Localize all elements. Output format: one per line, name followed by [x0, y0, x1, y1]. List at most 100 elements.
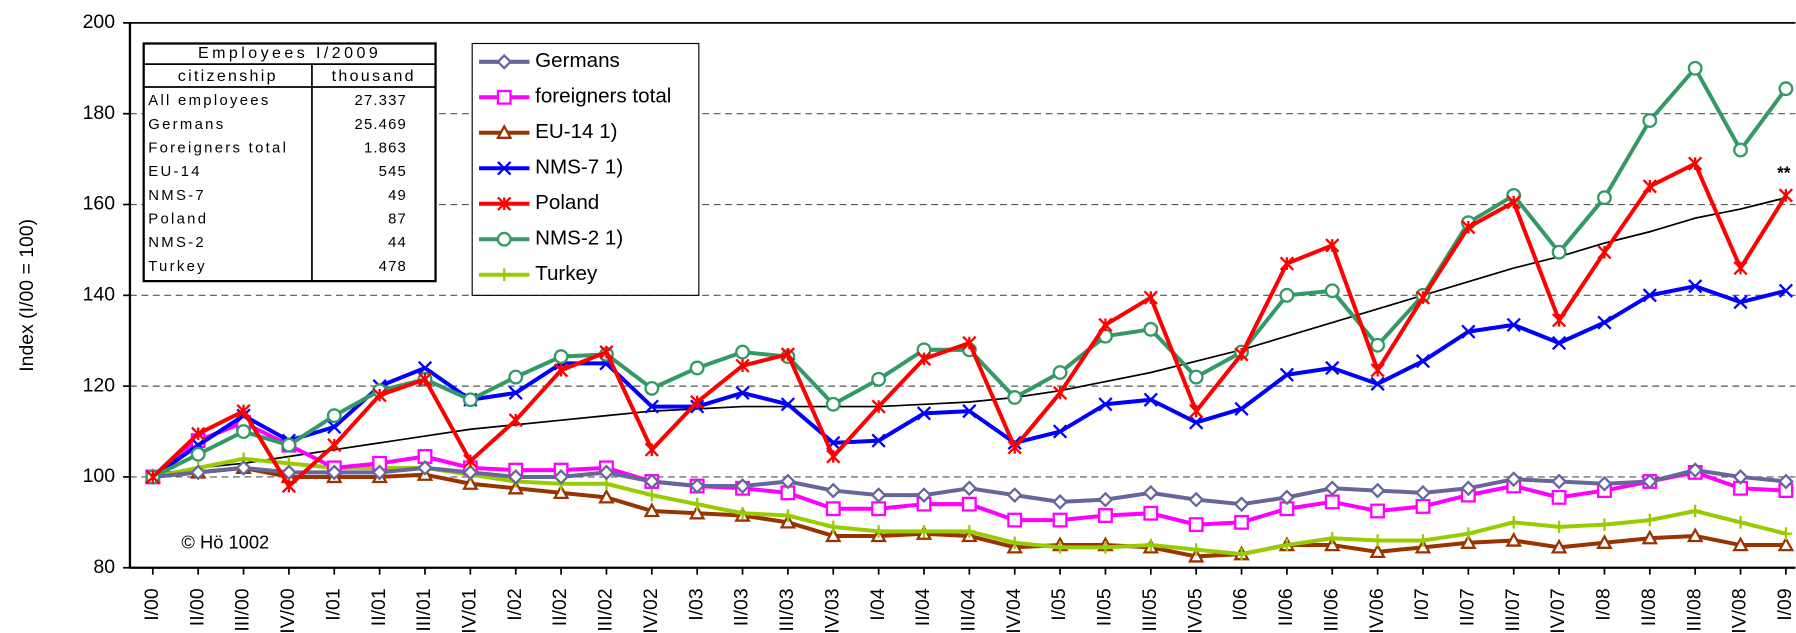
y-tick-label: 80	[93, 556, 115, 578]
point	[417, 372, 433, 387]
x-tick-label: IV/07	[1547, 588, 1569, 633]
point	[1688, 279, 1703, 294]
point	[1370, 503, 1386, 519]
point	[1234, 347, 1249, 362]
point	[1188, 517, 1204, 533]
point	[1371, 534, 1384, 547]
point	[327, 438, 342, 453]
point	[780, 397, 796, 412]
table-cell: NMS-7	[148, 188, 206, 204]
point	[1370, 376, 1385, 391]
point	[1325, 360, 1340, 376]
x-tick-label: II/08	[1638, 588, 1660, 626]
annotation: **	[1777, 163, 1791, 183]
point	[1506, 195, 1521, 210]
point	[1550, 538, 1568, 554]
point	[1188, 369, 1204, 385]
point	[961, 480, 978, 497]
point	[1777, 473, 1794, 490]
point	[1143, 505, 1159, 521]
legend-label: Poland	[535, 191, 599, 214]
point	[1052, 512, 1068, 528]
point	[1641, 473, 1658, 490]
point	[1642, 179, 1657, 194]
point	[644, 380, 660, 396]
point	[735, 385, 750, 401]
point	[645, 488, 659, 502]
point	[825, 396, 841, 412]
x-tick-label: I/08	[1593, 588, 1615, 620]
point	[508, 413, 523, 428]
annotation: © Hö 1002	[181, 531, 269, 552]
point	[1641, 529, 1659, 545]
point	[1324, 494, 1340, 510]
y-axis-label: Index (I/00 = 100)	[16, 219, 38, 372]
y-tick-label: 180	[83, 102, 116, 124]
point	[552, 484, 570, 500]
point	[1053, 541, 1067, 554]
point	[644, 442, 659, 457]
table-cell: 545	[379, 164, 407, 180]
point	[1416, 534, 1430, 547]
point	[1778, 81, 1794, 97]
x-tick-label: I/06	[1230, 588, 1252, 620]
point	[1597, 190, 1612, 206]
x-tick-label: II/04	[912, 588, 934, 626]
point	[1688, 156, 1703, 171]
point	[326, 408, 342, 424]
point	[1370, 337, 1386, 353]
point	[191, 426, 206, 441]
point	[1597, 315, 1612, 330]
x-tick-label: IV/01	[459, 588, 481, 633]
point	[1733, 295, 1748, 310]
point	[190, 446, 206, 462]
point	[1097, 491, 1114, 508]
point	[1505, 471, 1522, 488]
point	[1779, 527, 1793, 540]
point	[644, 399, 659, 414]
point	[1734, 516, 1747, 529]
x-tick-label: IV/03	[821, 588, 843, 633]
x-tick-label: I/03	[685, 588, 707, 620]
table-cell: All employees	[148, 93, 270, 109]
point	[689, 360, 705, 376]
x-tick-label: IV/02	[640, 588, 662, 633]
point	[1369, 543, 1386, 559]
point	[825, 527, 842, 543]
point	[916, 351, 932, 366]
point	[327, 419, 342, 435]
point	[1144, 538, 1158, 552]
point	[1324, 283, 1340, 299]
point	[690, 394, 705, 410]
point	[1507, 516, 1521, 529]
point	[826, 520, 840, 534]
point	[1642, 288, 1657, 303]
x-tick-label: IV/04	[1003, 588, 1025, 633]
point	[417, 459, 433, 476]
point	[1688, 504, 1702, 518]
point	[1596, 534, 1613, 549]
point	[281, 478, 297, 494]
table-header: thousand	[332, 67, 416, 85]
point	[1552, 520, 1566, 534]
point	[1551, 489, 1567, 505]
trend-line	[152, 196, 1787, 476]
table-cell: 1.863	[364, 140, 407, 156]
point	[735, 344, 750, 360]
point	[1098, 508, 1113, 523]
point	[1280, 538, 1294, 552]
y-tick-label: 100	[83, 465, 116, 487]
table-cell: 87	[388, 212, 407, 228]
point	[326, 464, 343, 481]
point	[917, 525, 931, 538]
x-tick-label: IV/06	[1366, 588, 1388, 633]
table-cell: Germans	[148, 117, 225, 133]
table-cell: NMS-2	[148, 235, 206, 251]
x-tick-label: II/02	[549, 588, 571, 626]
x-tick-label: IV/08	[1729, 588, 1751, 633]
point	[1324, 480, 1341, 497]
point	[1278, 489, 1295, 506]
x-tick-label: II/06	[1275, 588, 1297, 626]
point	[145, 469, 160, 485]
